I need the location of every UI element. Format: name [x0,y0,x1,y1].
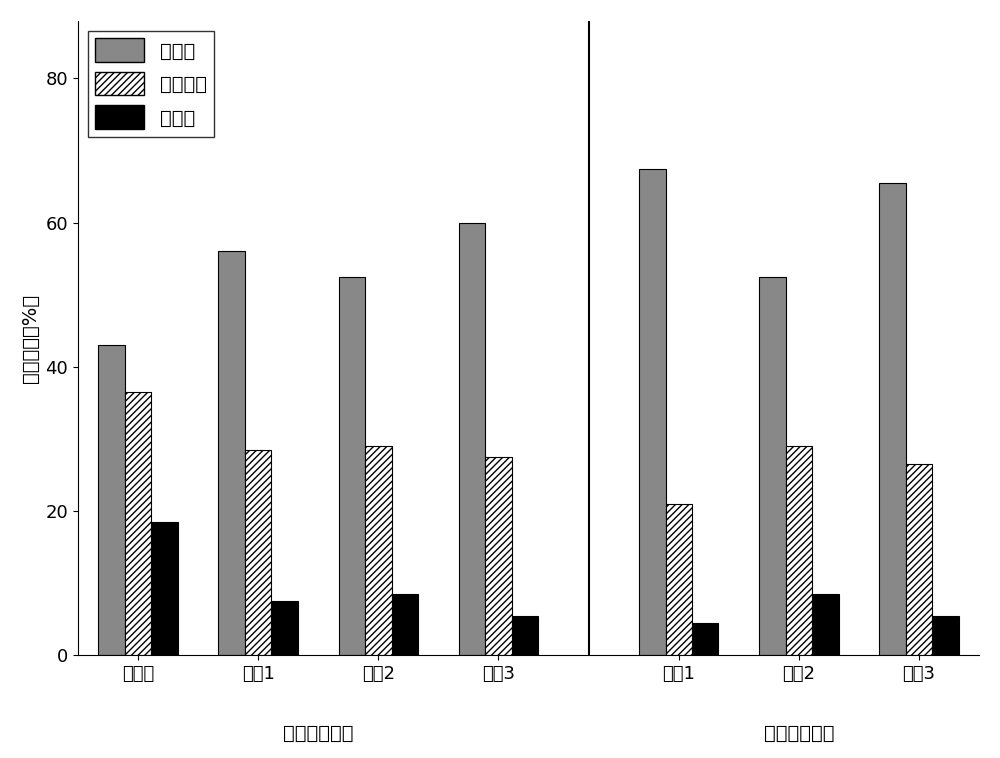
Bar [271,601,298,655]
Bar [392,594,418,655]
Bar [786,446,812,655]
Bar [125,392,151,655]
Bar [339,277,365,655]
Bar [812,594,839,655]
Bar [365,446,392,655]
Y-axis label: 组成比例（%）: 组成比例（%） [21,293,40,383]
Bar [759,277,786,655]
Bar [639,168,666,655]
Bar [151,522,178,655]
Bar [879,183,906,655]
Bar [459,223,485,655]
Legend: 纤维素, 半纤维素, 木质素: 纤维素, 半纤维素, 木质素 [88,30,214,136]
Bar [512,615,538,655]
Bar [666,504,692,655]
Bar [932,615,959,655]
Bar [485,457,512,655]
Bar [218,252,245,655]
Text: 单独化学处理: 单独化学处理 [283,724,353,743]
Bar [98,345,125,655]
Bar [692,623,718,655]
Bar [906,464,932,655]
Text: 细菌强化处理: 细菌强化处理 [764,724,834,743]
Bar [245,449,271,655]
